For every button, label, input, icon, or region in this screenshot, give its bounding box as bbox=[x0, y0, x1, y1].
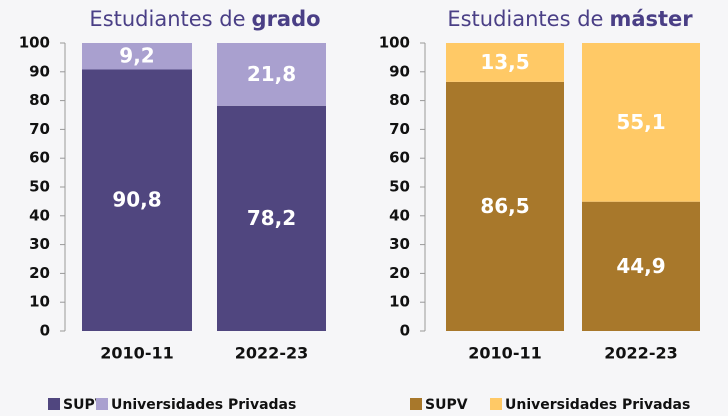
y-tick-label: 50 bbox=[389, 178, 410, 196]
bar-segment bbox=[82, 43, 192, 70]
x-tick-label: 2010-11 bbox=[100, 344, 173, 363]
value-label: 44,9 bbox=[616, 254, 665, 278]
title-bold: máster bbox=[609, 7, 693, 31]
y-tick-label: 40 bbox=[389, 206, 410, 224]
bar-segment bbox=[446, 81, 564, 331]
y-tick-label: 30 bbox=[389, 235, 410, 253]
bar-segment bbox=[582, 201, 700, 331]
y-tick-label: 40 bbox=[29, 206, 50, 224]
y-tick-label: 10 bbox=[389, 293, 410, 311]
bar-segment bbox=[446, 43, 564, 82]
chart-title: Estudiantes de máster bbox=[447, 7, 693, 31]
y-tick-label: 80 bbox=[389, 91, 410, 109]
value-label: 21,8 bbox=[247, 62, 296, 86]
y-tick-label: 30 bbox=[29, 235, 50, 253]
title-bold: grado bbox=[252, 7, 321, 31]
y-tick-label: 60 bbox=[389, 149, 410, 167]
legend-swatch bbox=[410, 398, 422, 410]
y-tick-label: 20 bbox=[389, 264, 410, 282]
value-label: 78,2 bbox=[247, 206, 296, 230]
x-tick-label: 2010-11 bbox=[468, 344, 541, 363]
y-tick-label: 20 bbox=[29, 264, 50, 282]
value-label: 86,5 bbox=[480, 194, 529, 218]
legend-label: Universidades Privadas bbox=[111, 397, 296, 413]
y-tick-label: 70 bbox=[389, 120, 410, 138]
y-tick-label: 80 bbox=[29, 91, 50, 109]
y-tick-label: 60 bbox=[29, 149, 50, 167]
legend-label: Universidades Privadas bbox=[505, 397, 690, 413]
value-label: 55,1 bbox=[616, 110, 665, 134]
y-tick-label: 0 bbox=[40, 322, 50, 340]
y-tick-label: 10 bbox=[29, 293, 50, 311]
value-label: 9,2 bbox=[119, 44, 154, 68]
x-tick-label: 2022-23 bbox=[235, 344, 308, 363]
y-tick-label: 70 bbox=[29, 120, 50, 138]
chart-title: Estudiantes de grado bbox=[89, 7, 320, 31]
y-tick-label: 90 bbox=[389, 62, 410, 80]
value-label: 90,8 bbox=[112, 188, 161, 212]
legend-label: SUPV bbox=[425, 397, 468, 413]
x-tick-label: 2022-23 bbox=[604, 344, 677, 363]
bar-segment bbox=[217, 43, 326, 106]
title-text: Estudiantes de bbox=[447, 7, 603, 31]
legend-swatch bbox=[96, 398, 108, 410]
bar-segment bbox=[217, 105, 326, 331]
legend-swatch bbox=[490, 398, 502, 410]
y-tick-label: 50 bbox=[29, 178, 50, 196]
legend-label: SUPV bbox=[63, 397, 106, 413]
y-tick-label: 100 bbox=[379, 34, 410, 52]
bar-segment bbox=[582, 43, 700, 202]
title-text: Estudiantes de bbox=[89, 7, 245, 31]
legend-swatch bbox=[48, 398, 60, 410]
y-tick-label: 0 bbox=[400, 322, 410, 340]
value-label: 13,5 bbox=[480, 50, 529, 74]
y-tick-label: 100 bbox=[19, 34, 50, 52]
bar-segment bbox=[82, 69, 192, 331]
y-tick-label: 90 bbox=[29, 62, 50, 80]
